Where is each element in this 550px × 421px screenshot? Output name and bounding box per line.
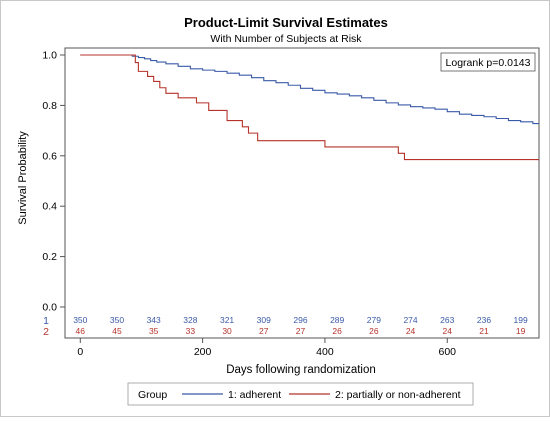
at-risk-count: 289 xyxy=(330,315,344,325)
y-tick-label: 0.4 xyxy=(42,201,57,213)
legend-label-adherent: 1: adherent xyxy=(228,389,281,401)
y-tick-label: 0.6 xyxy=(42,150,57,162)
at-risk-row-label: 1 xyxy=(43,315,49,327)
logrank-annotation: Logrank p=0.0143 xyxy=(440,52,536,72)
at-risk-count: 321 xyxy=(220,315,234,325)
at-risk-count: 26 xyxy=(369,326,379,336)
at-risk-count: 236 xyxy=(477,315,491,325)
y-tick-label: 0.0 xyxy=(42,302,57,314)
at-risk-count: 27 xyxy=(296,326,306,336)
y-tick-label: 0.8 xyxy=(42,100,57,112)
legend-label-non-adherent: 2: partially or non-adherent xyxy=(335,389,461,401)
at-risk-count: 350 xyxy=(73,315,87,325)
at-risk-count: 350 xyxy=(110,315,124,325)
at-risk-count: 274 xyxy=(403,315,417,325)
x-tick-label: 400 xyxy=(316,346,334,358)
x-tick-label: 200 xyxy=(194,346,212,358)
survival-curve-adherent xyxy=(80,54,539,125)
plot-area xyxy=(64,47,540,339)
chart-subtitle: With Number of Subjects at Risk xyxy=(210,33,362,45)
legend-title: Group xyxy=(138,389,167,401)
at-risk-count: 33 xyxy=(186,326,196,336)
at-risk-count: 27 xyxy=(259,326,269,336)
at-risk-count: 343 xyxy=(147,315,161,325)
at-risk-row-label: 2 xyxy=(43,326,49,338)
at-risk-count: 35 xyxy=(149,326,159,336)
y-tick-label: 0.2 xyxy=(42,251,57,263)
at-risk-count: 26 xyxy=(332,326,342,336)
survival-curve-non-adherent xyxy=(80,54,539,161)
at-risk-count: 19 xyxy=(516,326,526,336)
at-risk-count: 45 xyxy=(112,326,122,336)
at-risk-count: 279 xyxy=(367,315,381,325)
at-risk-count: 30 xyxy=(222,326,232,336)
logrank-text: Logrank p=0.0143 xyxy=(446,57,531,69)
at-risk-count: 199 xyxy=(514,315,528,325)
x-axis-label: Days following randomization xyxy=(226,364,376,376)
at-risk-count: 21 xyxy=(479,326,489,336)
y-axis-label: Survival Probability xyxy=(17,131,29,225)
at-risk-count: 24 xyxy=(406,326,416,336)
x-tick-label: 0 xyxy=(77,346,83,358)
at-risk-count: 24 xyxy=(443,326,453,336)
x-tick-label: 600 xyxy=(438,346,456,358)
annotation-box xyxy=(440,52,536,72)
y-tick-label: 1.0 xyxy=(42,50,57,62)
chart-title: Product-Limit Survival Estimates xyxy=(184,15,388,30)
at-risk-count: 46 xyxy=(76,326,86,336)
at-risk-count: 296 xyxy=(293,315,307,325)
at-risk-count: 328 xyxy=(183,315,197,325)
at-risk-count: 309 xyxy=(257,315,271,325)
at-risk-count: 263 xyxy=(440,315,454,325)
legend: Group 1: adherent 2: partially or non-ad… xyxy=(127,382,474,406)
